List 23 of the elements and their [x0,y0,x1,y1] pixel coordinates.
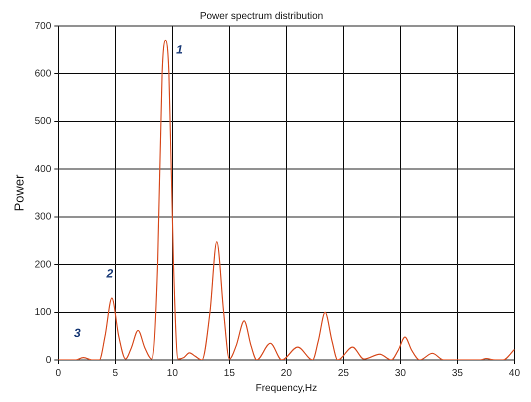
x-tick-label: 30 [394,368,406,379]
y-tick-label: 100 [34,307,52,318]
x-tick-label: 35 [452,368,464,379]
x-tick-label: 5 [112,368,119,379]
annotation: 1 [176,42,184,57]
y-tick-label: 400 [34,164,52,175]
x-tick-label: 40 [508,368,520,379]
annotation: 2 [106,266,114,280]
x-tick-label: 25 [338,368,350,379]
y-tick-label: 200 [34,259,52,270]
annotation: 3 [74,326,82,340]
x-axis-title: Frequency,Hz [256,382,318,394]
chart-title: Power spectrum distribution [200,10,324,22]
y-tick-label: 0 [46,354,52,366]
x-tick-label: 10 [166,368,178,379]
y-tick-label: 600 [34,68,52,80]
x-tick-label: 20 [280,368,292,379]
y-tick-label: 700 [34,20,52,32]
x-tick-label: 0 [56,368,62,379]
y-tick-label: 500 [34,116,52,128]
x-tick-label: 15 [224,368,236,379]
y-tick-label: 300 [34,212,52,223]
y-axis-title: Power [11,174,26,212]
